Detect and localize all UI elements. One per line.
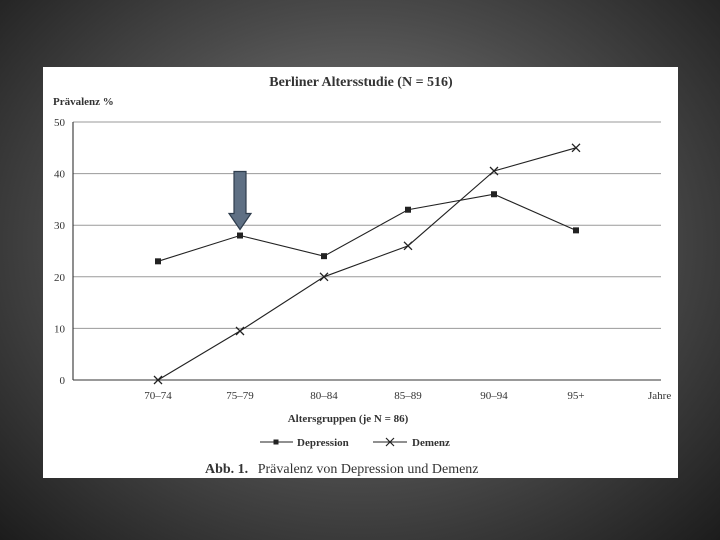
point-demenz-5 — [571, 143, 581, 153]
x-axis-label: Altersgruppen (je N = 86) — [288, 413, 409, 425]
y-axis-label: Prävalenz % — [53, 96, 114, 108]
x-tick-label-1: 75–79 — [226, 390, 254, 402]
legend-depression-label: Depression — [297, 437, 349, 449]
x-tick-label-2: 80–84 — [310, 390, 338, 402]
y-tick-label-40: 40 — [54, 169, 66, 181]
point-depression-1 — [237, 232, 243, 239]
annotation-arrow — [227, 170, 253, 231]
point-depression-0 — [155, 258, 161, 265]
point-depression-4 — [491, 191, 497, 198]
series-line-demenz — [157, 147, 577, 381]
chart-svg: Berliner Altersstudie (N = 516) Prävalen… — [53, 75, 671, 477]
figure-caption: Abb. 1. Prävalenz von Depression und Dem… — [205, 462, 479, 477]
chart-figure: Berliner Altersstudie (N = 516) Prävalen… — [43, 67, 678, 478]
y-tick-label-10: 10 — [54, 323, 66, 335]
x-tick-label-0: 70–74 — [144, 390, 172, 402]
x-unit-label: Jahre — [648, 390, 671, 402]
gridlines — [73, 121, 661, 329]
y-tick-label-20: 20 — [54, 272, 66, 284]
caption-label: Abb. 1. — [205, 462, 248, 477]
legend-demenz-label: Demenz — [412, 437, 450, 449]
axes — [72, 122, 661, 381]
point-demenz-3 — [403, 241, 413, 251]
x-tick-label-5: 95+ — [567, 390, 584, 402]
y-tick-label-50: 50 — [54, 117, 66, 129]
series-line-depression — [157, 193, 577, 262]
point-depression-5 — [573, 227, 579, 234]
series-lines — [153, 143, 581, 385]
legend-demenz-marker — [385, 437, 395, 447]
point-depression-3 — [405, 206, 411, 213]
x-tick-label-4: 90–94 — [480, 390, 508, 402]
caption-text: Prävalenz von Depression und Demenz — [258, 462, 479, 477]
point-depression-2 — [321, 253, 327, 260]
legend-depression-marker — [273, 439, 279, 445]
y-tick-labels: 0 10 20 30 40 50 — [54, 117, 66, 387]
chart-title: Berliner Altersstudie (N = 516) — [269, 75, 453, 90]
x-tick-label-3: 85–89 — [394, 390, 422, 402]
point-demenz-4 — [489, 166, 499, 176]
legend: Depression Demenz — [260, 437, 450, 449]
point-demenz-2 — [319, 272, 329, 282]
arrow-down-icon — [227, 170, 253, 231]
y-tick-label-0: 0 — [60, 375, 66, 387]
y-tick-label-30: 30 — [54, 220, 66, 232]
x-tick-labels: 70–74 75–79 80–84 85–89 90–94 95+ — [144, 390, 584, 402]
point-demenz-0 — [153, 375, 163, 385]
point-demenz-1 — [235, 326, 245, 336]
